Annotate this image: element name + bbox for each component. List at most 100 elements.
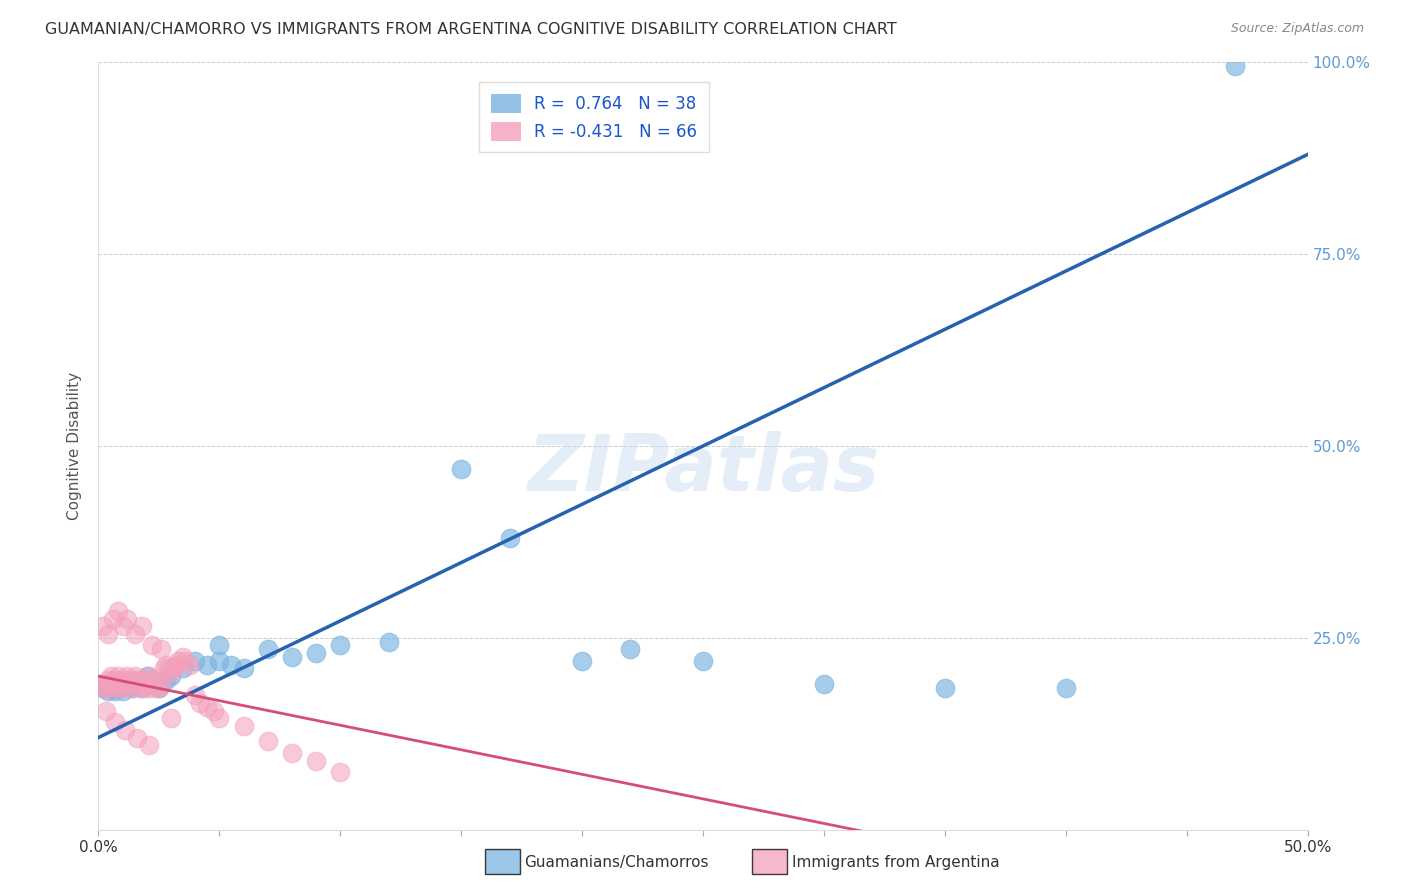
Point <box>174 654 197 668</box>
Point <box>104 677 127 691</box>
Point <box>111 681 134 695</box>
Point <box>114 673 136 687</box>
Point <box>121 681 143 695</box>
Point <box>141 639 163 653</box>
Point <box>131 681 153 695</box>
Point <box>100 681 122 695</box>
Point <box>256 642 278 657</box>
Y-axis label: Cognitive Disability: Cognitive Disability <box>67 372 83 520</box>
Point <box>256 734 278 748</box>
Point <box>165 657 187 672</box>
Point <box>619 642 641 657</box>
Point <box>145 673 167 687</box>
Point <box>141 673 163 687</box>
Point <box>117 669 139 683</box>
Point <box>208 711 231 725</box>
Point <box>195 657 218 672</box>
Point <box>94 681 117 695</box>
Point <box>107 681 129 695</box>
Point <box>1054 681 1077 695</box>
Point <box>160 669 183 683</box>
Legend: R =  0.764   N = 38, R = -0.431   N = 66: R = 0.764 N = 38, R = -0.431 N = 66 <box>479 82 709 153</box>
Point <box>131 619 153 633</box>
Point <box>204 704 226 718</box>
Point <box>1223 59 1246 73</box>
Point <box>104 715 127 730</box>
Point <box>134 677 156 691</box>
Point <box>124 677 146 691</box>
Point <box>232 661 254 675</box>
Point <box>329 765 352 780</box>
Point <box>377 634 399 648</box>
Point <box>208 654 231 668</box>
Point <box>121 681 143 695</box>
Point <box>101 677 124 691</box>
Point <box>131 673 153 687</box>
Point <box>128 681 150 695</box>
Point <box>101 612 124 626</box>
Point <box>124 627 146 641</box>
Point <box>135 681 157 695</box>
Point <box>104 684 127 698</box>
Point <box>150 677 173 691</box>
Point <box>138 738 160 752</box>
Point <box>90 681 112 695</box>
Point <box>117 677 139 691</box>
Point <box>162 661 184 675</box>
Point <box>100 681 122 695</box>
Point <box>91 677 114 691</box>
Text: ZIPatlas: ZIPatlas <box>527 431 879 507</box>
Point <box>97 673 120 687</box>
Point <box>172 661 194 675</box>
Point <box>124 669 146 683</box>
Point <box>118 673 141 687</box>
Point <box>91 681 114 695</box>
Point <box>281 649 304 664</box>
Point <box>208 639 231 653</box>
Point <box>498 531 520 545</box>
Point <box>157 661 180 675</box>
Point <box>114 723 136 737</box>
Point <box>94 704 117 718</box>
Point <box>232 719 254 733</box>
Point <box>138 669 160 683</box>
Point <box>127 677 149 691</box>
Point <box>160 711 183 725</box>
Point <box>101 673 124 687</box>
Point <box>107 669 129 683</box>
Text: Guamanians/Chamorros: Guamanians/Chamorros <box>524 855 709 870</box>
Point <box>167 654 190 668</box>
Point <box>127 673 149 687</box>
Point <box>111 684 134 698</box>
Point <box>100 669 122 683</box>
Point <box>450 462 472 476</box>
Point <box>91 619 114 633</box>
Point <box>571 654 593 668</box>
Point <box>179 657 201 672</box>
Point <box>97 684 120 698</box>
Point <box>111 677 134 691</box>
Point <box>934 681 956 695</box>
Point <box>305 646 328 660</box>
Point <box>148 681 170 695</box>
Point <box>305 754 328 768</box>
Point <box>172 649 194 664</box>
Point <box>111 619 134 633</box>
Point <box>221 657 243 672</box>
Point <box>97 627 120 641</box>
Point <box>281 746 304 760</box>
Point <box>117 612 139 626</box>
Point <box>127 731 149 745</box>
Point <box>135 669 157 683</box>
Point <box>148 681 170 695</box>
Point <box>108 673 131 687</box>
Point <box>150 642 173 657</box>
Point <box>188 696 211 710</box>
Point <box>692 654 714 668</box>
Point <box>94 677 117 691</box>
Point <box>107 604 129 618</box>
Text: GUAMANIAN/CHAMORRO VS IMMIGRANTS FROM ARGENTINA COGNITIVE DISABILITY CORRELATION: GUAMANIAN/CHAMORRO VS IMMIGRANTS FROM AR… <box>45 22 897 37</box>
Point <box>195 699 218 714</box>
Point <box>152 661 174 675</box>
Point <box>143 681 166 695</box>
